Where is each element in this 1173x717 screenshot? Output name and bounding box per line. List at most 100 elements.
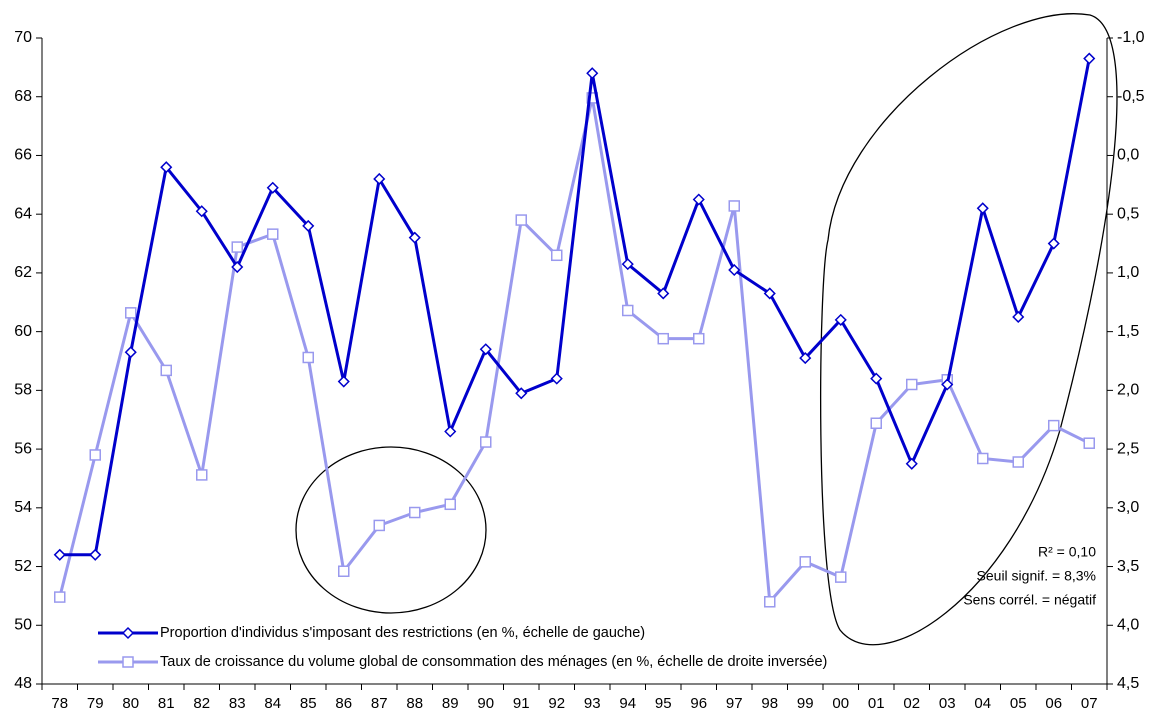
y-tick-label: 58 xyxy=(14,382,32,399)
y-tick-label: 66 xyxy=(14,147,32,164)
marker xyxy=(621,258,634,271)
marker xyxy=(89,548,102,561)
y2-tick-label: 3,0 xyxy=(1117,499,1139,516)
x-tick-label: 01 xyxy=(868,695,885,712)
x-tick-label: 02 xyxy=(903,695,920,712)
marker xyxy=(231,260,244,274)
x-tick-label: 99 xyxy=(797,695,814,712)
y-tick-label: 50 xyxy=(14,616,32,633)
x-tick-label: 89 xyxy=(442,695,459,712)
y2-tick-label: 1,5 xyxy=(1117,323,1139,340)
marker xyxy=(1048,419,1060,432)
marker xyxy=(1012,310,1025,324)
marker xyxy=(976,202,989,215)
annotation: R² = 0,10 xyxy=(1038,544,1096,560)
x-tick-label: 78 xyxy=(51,695,68,712)
x-tick-label: 93 xyxy=(584,695,601,712)
line xyxy=(58,97,1090,606)
y2-tick-label: 2,0 xyxy=(1117,382,1139,399)
marker xyxy=(693,332,705,345)
y-tick-label: 68 xyxy=(14,88,32,105)
x-tick-label: 81 xyxy=(158,695,175,712)
marker xyxy=(551,249,563,262)
marker xyxy=(125,307,137,319)
x-tick-label: 92 xyxy=(548,695,565,712)
x-tick-label: 98 xyxy=(761,695,778,712)
marker xyxy=(622,304,634,317)
marker xyxy=(373,172,386,186)
x-tick-label: 03 xyxy=(939,695,956,712)
marker xyxy=(266,181,279,194)
y-tick-label: 56 xyxy=(14,440,32,457)
marker xyxy=(657,332,669,345)
x-tick-label: 86 xyxy=(335,695,352,712)
x-tick-label: 85 xyxy=(300,695,317,712)
highlight-ellipse xyxy=(820,13,1118,646)
x-tick-label: 80 xyxy=(122,695,139,712)
marker xyxy=(373,519,385,532)
y-tick-label: 48 xyxy=(14,675,32,692)
highlight-ellipse xyxy=(295,446,487,614)
y-tick-label: 52 xyxy=(14,558,32,575)
x-tick-label: 91 xyxy=(513,695,530,712)
marker xyxy=(728,263,741,277)
marker xyxy=(124,346,137,359)
marker xyxy=(1083,437,1095,449)
x-tick-label: 88 xyxy=(406,695,423,712)
y2-tick-label: -1,0 xyxy=(1117,29,1145,46)
legend-marker xyxy=(122,656,134,668)
marker xyxy=(835,571,847,583)
y2-tick-label: 0,5 xyxy=(1117,205,1139,222)
x-tick-label: 05 xyxy=(1010,695,1027,712)
marker xyxy=(338,565,350,577)
x-tick-label: 79 xyxy=(87,695,104,712)
x-tick-label: 84 xyxy=(264,695,281,712)
marker xyxy=(195,205,208,218)
marker xyxy=(302,351,314,364)
marker xyxy=(692,193,705,206)
legend-label: Proportion d'individus s'imposant des re… xyxy=(160,625,645,641)
marker xyxy=(870,372,883,385)
marker xyxy=(196,469,208,481)
marker xyxy=(267,228,279,240)
marker xyxy=(479,343,492,356)
marker xyxy=(799,352,812,365)
y2-tick-label: 2,5 xyxy=(1117,440,1139,457)
marker xyxy=(834,313,847,326)
y-tick-label: 54 xyxy=(14,499,32,516)
line xyxy=(59,58,1091,557)
marker xyxy=(905,457,918,470)
marker xyxy=(799,556,811,568)
legend-label: Taux de croissance du volume global de c… xyxy=(160,654,827,670)
marker xyxy=(728,200,740,212)
x-tick-label: 87 xyxy=(371,695,388,712)
marker xyxy=(1083,52,1096,65)
marker xyxy=(906,378,918,391)
y2-tick-label: -0,5 xyxy=(1117,88,1145,105)
marker xyxy=(550,372,563,385)
marker xyxy=(89,449,101,461)
marker xyxy=(54,591,66,603)
y-tick-label: 60 xyxy=(14,323,32,340)
marker xyxy=(870,417,882,430)
y-tick-label: 70 xyxy=(14,29,32,46)
marker xyxy=(53,548,66,561)
x-tick-label: 96 xyxy=(690,695,707,712)
y-tick-label: 62 xyxy=(14,264,32,281)
y-tick-label: 64 xyxy=(14,205,32,222)
y2-tick-label: 3,5 xyxy=(1117,558,1139,575)
x-tick-label: 07 xyxy=(1081,695,1098,712)
y2-tick-label: 4,5 xyxy=(1117,675,1139,692)
marker xyxy=(160,364,172,377)
marker xyxy=(160,161,173,174)
marker xyxy=(408,231,421,244)
x-tick-label: 94 xyxy=(619,695,636,712)
y2-tick-label: 4,0 xyxy=(1117,616,1139,633)
marker xyxy=(515,214,527,226)
marker xyxy=(941,378,954,391)
legend-marker xyxy=(121,626,135,640)
marker xyxy=(444,425,457,438)
x-tick-label: 90 xyxy=(477,695,494,712)
